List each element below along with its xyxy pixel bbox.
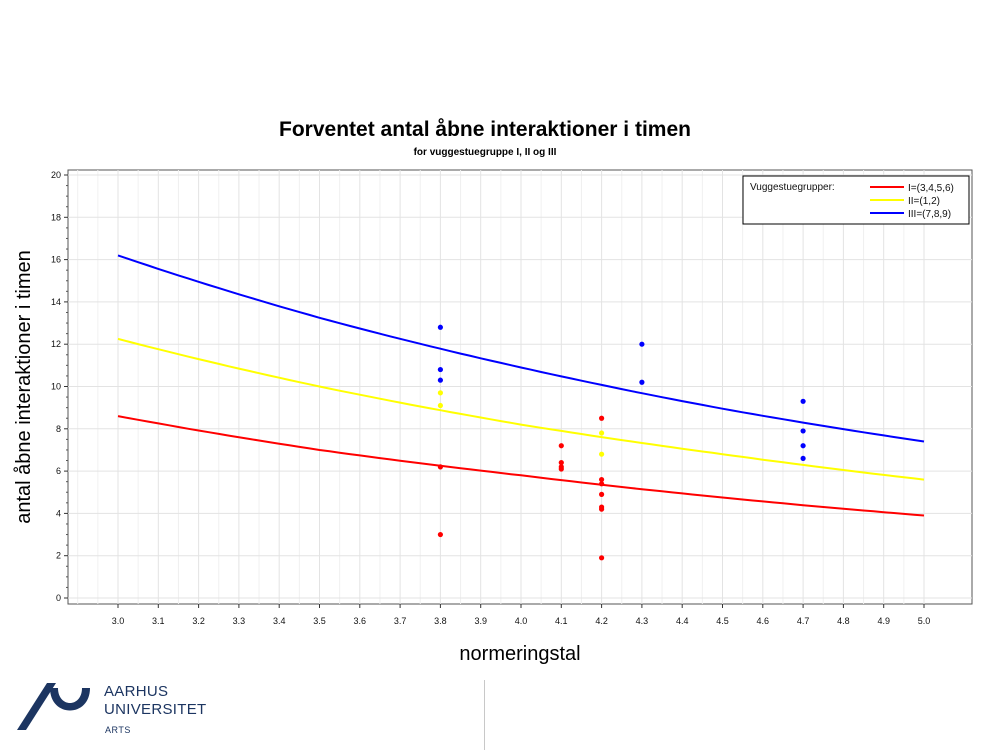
data-point [599, 430, 605, 436]
y-tick-label: 6 [56, 466, 61, 476]
legend-box [742, 175, 970, 225]
data-point [800, 455, 806, 462]
chart-subtitle: for vuggestuegruppe I, II og III [414, 147, 557, 158]
data-point [558, 460, 564, 466]
data-point [437, 531, 443, 538]
x-tick-label: 3.4 [273, 616, 286, 626]
x-tick-label: 4.2 [595, 616, 608, 626]
x-tick-label: 3.0 [112, 616, 125, 626]
legend: Vuggestuegrupper: I=(3,4,5,6) II=(1,2) III… [742, 175, 970, 225]
footer-divider [484, 680, 485, 750]
x-tick-label: 4.3 [636, 616, 649, 626]
x-tick-label: 5.0 [918, 616, 931, 626]
data-point [437, 324, 443, 330]
data-point [800, 443, 806, 449]
data-point [639, 341, 645, 347]
x-tick-label: 4.0 [515, 616, 528, 626]
logo-text-aarhus: AARHUS [104, 683, 169, 700]
x-tick-label: 4.4 [676, 616, 689, 626]
data-point [437, 464, 443, 470]
legend-label: I=(3,4,5,6) [908, 183, 954, 194]
series-group [117, 337, 925, 481]
data-point [599, 476, 605, 483]
data-point [599, 415, 605, 421]
data-point [599, 481, 605, 487]
data-point [800, 428, 806, 434]
series [117, 254, 925, 561]
data-point [558, 466, 564, 472]
chart-title: Forventet antal åbne interaktioner i tim… [279, 118, 691, 141]
x-tick-label: 4.1 [555, 616, 568, 626]
y-tick-label: 12 [51, 339, 61, 349]
y-tick-label: 14 [51, 297, 61, 307]
y-tick-label: 10 [51, 382, 61, 392]
y-tick-label: 2 [56, 551, 61, 561]
x-tick-label: 3.1 [152, 616, 165, 626]
x-tick-label: 3.7 [394, 616, 407, 626]
series-group [117, 254, 925, 462]
data-point [437, 377, 443, 383]
data-point [800, 398, 806, 404]
data-point [639, 379, 645, 385]
data-point [437, 390, 443, 396]
y-tick-label: 16 [51, 255, 61, 265]
data-point [437, 366, 443, 373]
x-tick-label: 3.6 [354, 616, 367, 626]
data-point [599, 506, 605, 512]
x-tick-label: 4.9 [877, 616, 890, 626]
y-tick-label: 20 [51, 170, 61, 180]
series-line [117, 415, 925, 517]
x-tick-label: 4.5 [716, 616, 729, 626]
series-line [117, 337, 925, 481]
y-tick-label: 8 [56, 424, 61, 434]
data-point [599, 555, 605, 561]
legend-title: Vuggestuegrupper: [750, 182, 835, 193]
x-tick-label: 3.8 [434, 616, 447, 626]
series-group [117, 415, 925, 561]
x-axis-label: normeringstal [459, 643, 580, 665]
x-tick-label: 3.3 [233, 616, 246, 626]
legend-label: III=(7,8,9) [908, 209, 951, 220]
x-tick-label: 4.6 [757, 616, 770, 626]
x-tick-label: 4.8 [837, 616, 850, 626]
university-logo-icon [17, 683, 90, 730]
data-point [558, 443, 564, 449]
x-tick-label: 3.9 [474, 616, 487, 626]
y-tick-label: 4 [56, 508, 61, 518]
data-point [437, 402, 443, 409]
data-point [599, 491, 605, 497]
x-tick-label: 4.7 [797, 616, 810, 626]
axes: 3.0 3.1 3.2 3.3 3.4 3.5 3.6 3.7 3.8 3.9 4.0 4.1 4.2 4… [51, 170, 930, 626]
x-tick-label: 3.2 [192, 616, 205, 626]
y-tick-label: 18 [51, 212, 61, 222]
legend-label: II=(1,2) [908, 196, 940, 207]
series-line [117, 254, 925, 443]
x-tick-label: 3.5 [313, 616, 326, 626]
logo-text-universitet: UNIVERSITET [104, 701, 207, 718]
data-point [599, 451, 605, 457]
logo-text-arts: ARTS [105, 725, 131, 735]
y-tick-label: 0 [56, 593, 61, 603]
y-axis-label: antal åbne interaktioner i timen [13, 250, 35, 524]
